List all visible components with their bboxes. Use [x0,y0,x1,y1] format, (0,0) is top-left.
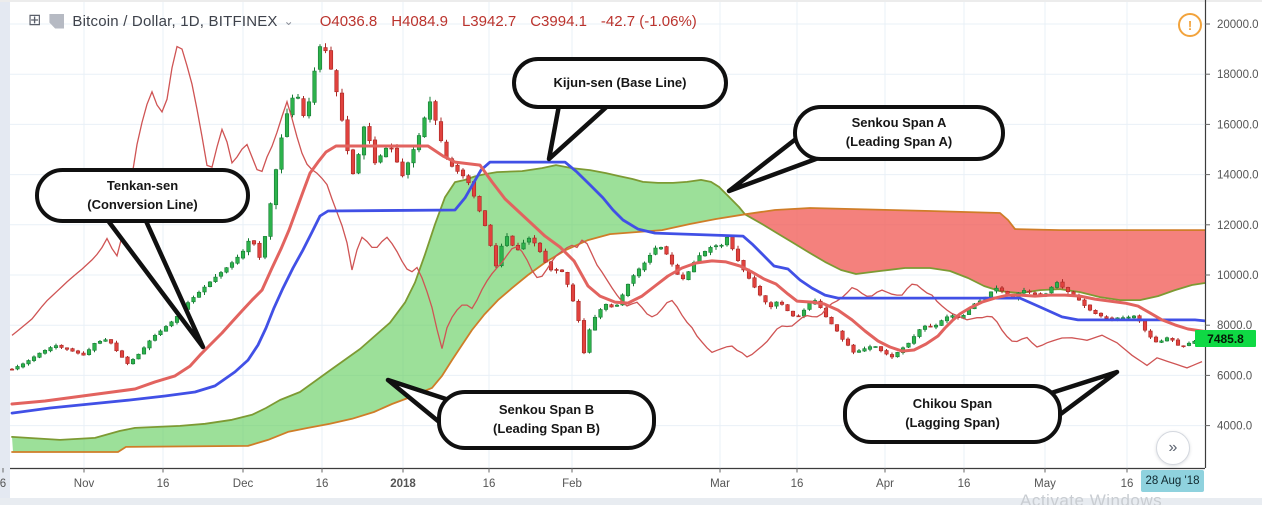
activate-windows-watermark: Activate Windows [1020,491,1163,505]
y-axis-label: 16000.0 [1217,119,1259,131]
chart-header: ⊞ Bitcoin / Dollar, 1D, BITFINEX ⌄ O4036… [28,10,697,32]
x-axis-label: 6 [0,478,6,490]
x-axis-label: 16 [791,478,804,490]
y-axis-label: 4000.0 [1217,421,1252,433]
plot-area[interactable] [10,2,1205,468]
bottom-border-strip [0,498,1262,505]
close-value: C3994.1 [530,12,587,30]
y-axis-label: 18000.0 [1217,69,1259,81]
scroll-right-button[interactable]: » [1156,431,1190,465]
symbol-title[interactable]: Bitcoin / Dollar, 1D, BITFINEX [72,12,278,30]
callout-line: (Lagging Span) [905,415,1000,430]
change-value: -42.7 (-1.06%) [600,12,697,30]
x-axis-label: May [1034,478,1056,490]
kijun-sen-line [10,160,1205,415]
tenkan-sen-line [10,144,1205,406]
callout-tenkan-sen: Tenkan-sen (Conversion Line) [35,168,250,223]
senkou-span-b-line [11,207,1205,453]
x-axis-label: 16 [157,478,170,490]
y-axis-label: 10000.0 [1217,270,1259,282]
callout-senkou-span-b: Senkou Span B (Leading Span B) [437,390,656,450]
alert-icon[interactable]: ! [1178,13,1202,37]
x-axis-label: 16 [483,478,496,490]
callout-line: Senkou Span B [498,402,595,418]
grid-layout-icon[interactable]: ⊞ [28,12,42,29]
left-toolbar-strip [0,0,10,505]
x-axis-label: 16 [316,478,329,490]
low-value: L3942.7 [461,12,517,30]
chikou-span-line [11,45,1203,369]
axes[interactable]: 20000.0 18000.0 16000.0 14000.0 12000.0 10000… [0,0,1259,490]
callout-line: (Leading Span B) [493,421,600,436]
x-axis-label: 16 [1121,478,1134,490]
y-axis-label: 14000.0 [1217,170,1259,182]
last-date-badge: 28 Aug '18 [1141,470,1204,492]
y-axis-label: 6000.0 [1217,370,1252,382]
x-axis-label: Apr [876,478,894,490]
callout-kijun-sen: Kijun-sen (Base Line) [512,57,728,109]
x-axis-label: Nov [74,478,95,490]
last-price-badge: 7485.8 [1195,330,1256,347]
x-axis-label: 16 [958,478,971,490]
x-axis-label: 2018 [390,478,416,490]
callout-line: Chikou Span [912,396,993,412]
callout-tails [100,97,1120,433]
callout-line: Tenkan-sen [106,177,179,193]
top-border [0,0,1262,2]
callout-chikou-span: Chikou Span (Lagging Span) [843,384,1062,444]
callout-line: Kijun-sen (Base Line) [553,74,687,90]
high-value: H4084.9 [391,12,448,30]
y-axis-label: 20000.0 [1217,19,1259,31]
exchange-logo-icon [49,13,65,29]
y-axis-label: 8000.0 [1217,320,1252,332]
y-axis-label: 12000.0 [1217,220,1259,232]
callout-line: (Leading Span A) [845,134,953,149]
x-axis-label: Dec [233,478,254,490]
x-axis-label: Mar [710,478,730,490]
x-axis-label: Feb [562,478,582,490]
callout-senkou-span-a: Senkou Span A (Leading Span A) [793,105,1005,161]
ichimoku-cloud-red [745,208,1205,301]
ichimoku-cloud-green [12,165,745,452]
callout-tail-tenkan [100,207,206,350]
callout-line: Senkou Span A [851,115,947,131]
chevron-down-icon[interactable]: ⌄ [283,14,294,28]
ohlc-readout: O4036.8 H4084.9 L3942.7 C3994.1 -42.7 (-… [320,13,697,30]
callout-line: (Conversion Line) [87,196,198,212]
open-value: O4036.8 [319,12,378,30]
